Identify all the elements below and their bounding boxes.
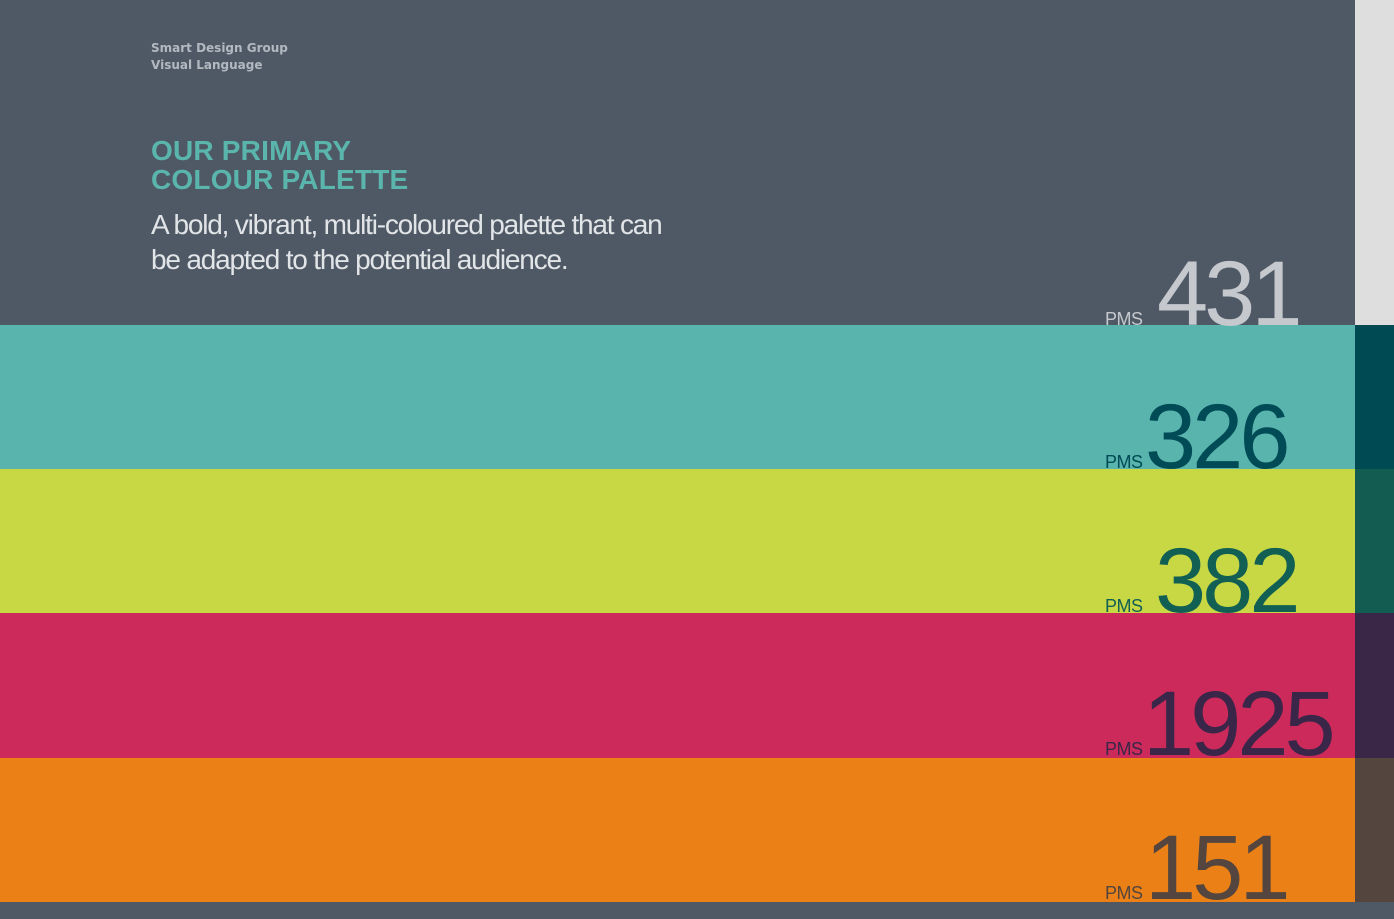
swatch-pms-431 [0, 0, 1355, 325]
pms-label-151: PMS [1105, 883, 1143, 903]
pms-label-431: PMS [1105, 309, 1143, 329]
pms-number-1925: 1925 [1143, 673, 1336, 775]
company-name: Smart Design Group [151, 41, 288, 55]
pms-label-326: PMS [1105, 452, 1143, 472]
brand-block: Smart Design Group Visual Language [151, 40, 288, 74]
section-description: A bold, vibrant, multi-coloured palette … [151, 209, 663, 275]
pms-number-151: 151 [1145, 817, 1290, 919]
pms-number-431: 431 [1157, 243, 1302, 345]
title-line-1: OUR PRIMARY [151, 135, 352, 166]
swatch-tab-pms-326 [1355, 325, 1394, 469]
pms-number-382: 382 [1155, 530, 1300, 632]
swatch-tab-pms-1925 [1355, 613, 1394, 758]
swatch-tab-pms-382 [1355, 469, 1394, 613]
swatch-tab-pms-431 [1355, 0, 1394, 325]
pms-label-1925: PMS [1105, 739, 1143, 759]
section-title: OUR PRIMARY COLOUR PALETTE [151, 136, 408, 194]
document-name: Visual Language [151, 58, 263, 72]
swatch-pms-151 [0, 758, 1355, 902]
swatch-pms-382 [0, 469, 1355, 613]
pms-number-326: 326 [1145, 386, 1290, 488]
swatch-tab-pms-151 [1355, 758, 1394, 902]
swatch-pms-326 [0, 325, 1355, 469]
title-line-2: COLOUR PALETTE [151, 164, 409, 195]
swatch-pms-1925 [0, 613, 1355, 758]
pms-label-382: PMS [1105, 596, 1143, 616]
